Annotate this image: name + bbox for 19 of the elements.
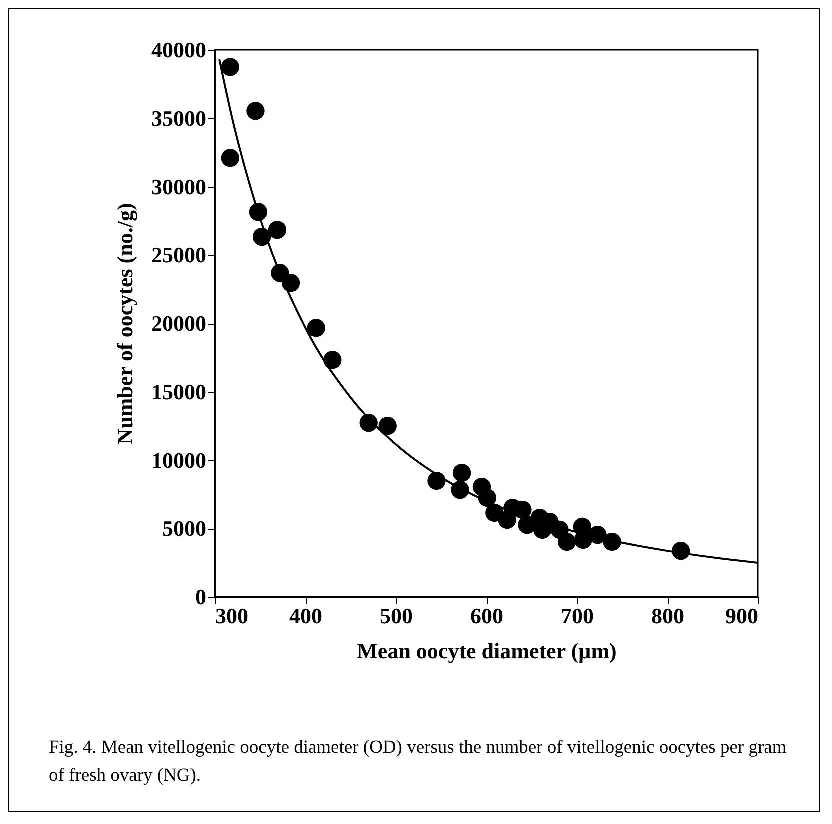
caption: Fig. 4. Mean vitellogenic oocyte diameter (OD) versus the number of vitellogenic oocytes per gram of fresh ovary (NG). [49, 737, 788, 788]
y-tick-label: 0 [196, 584, 206, 610]
y-tick-label: 10000 [152, 448, 206, 473]
x-tick-label: 700 [561, 604, 594, 628]
x-tick-label: 300 [216, 604, 248, 628]
x-axis-title: Mean oocyte diameter (µm) [357, 638, 617, 664]
x-tick-label: 500 [380, 604, 413, 628]
y-axis-title: Number of oocytes (no./g) [112, 203, 138, 445]
x-tick-label: 400 [290, 604, 322, 628]
y-tick-label: 5000 [162, 516, 206, 542]
x-tick-label: 600 [470, 604, 504, 628]
y-tick-label: 15000 [152, 379, 206, 404]
y-tick-label: 35000 [152, 106, 206, 131]
y-tick-label: 25000 [152, 242, 206, 268]
x-tick-label: 800 [652, 604, 684, 628]
y-tick-label: 40000 [152, 38, 206, 62]
y-tick-label: 30000 [152, 174, 206, 200]
x-tick-label: 900 [726, 604, 758, 628]
y-tick-label: 20000 [152, 311, 206, 336]
